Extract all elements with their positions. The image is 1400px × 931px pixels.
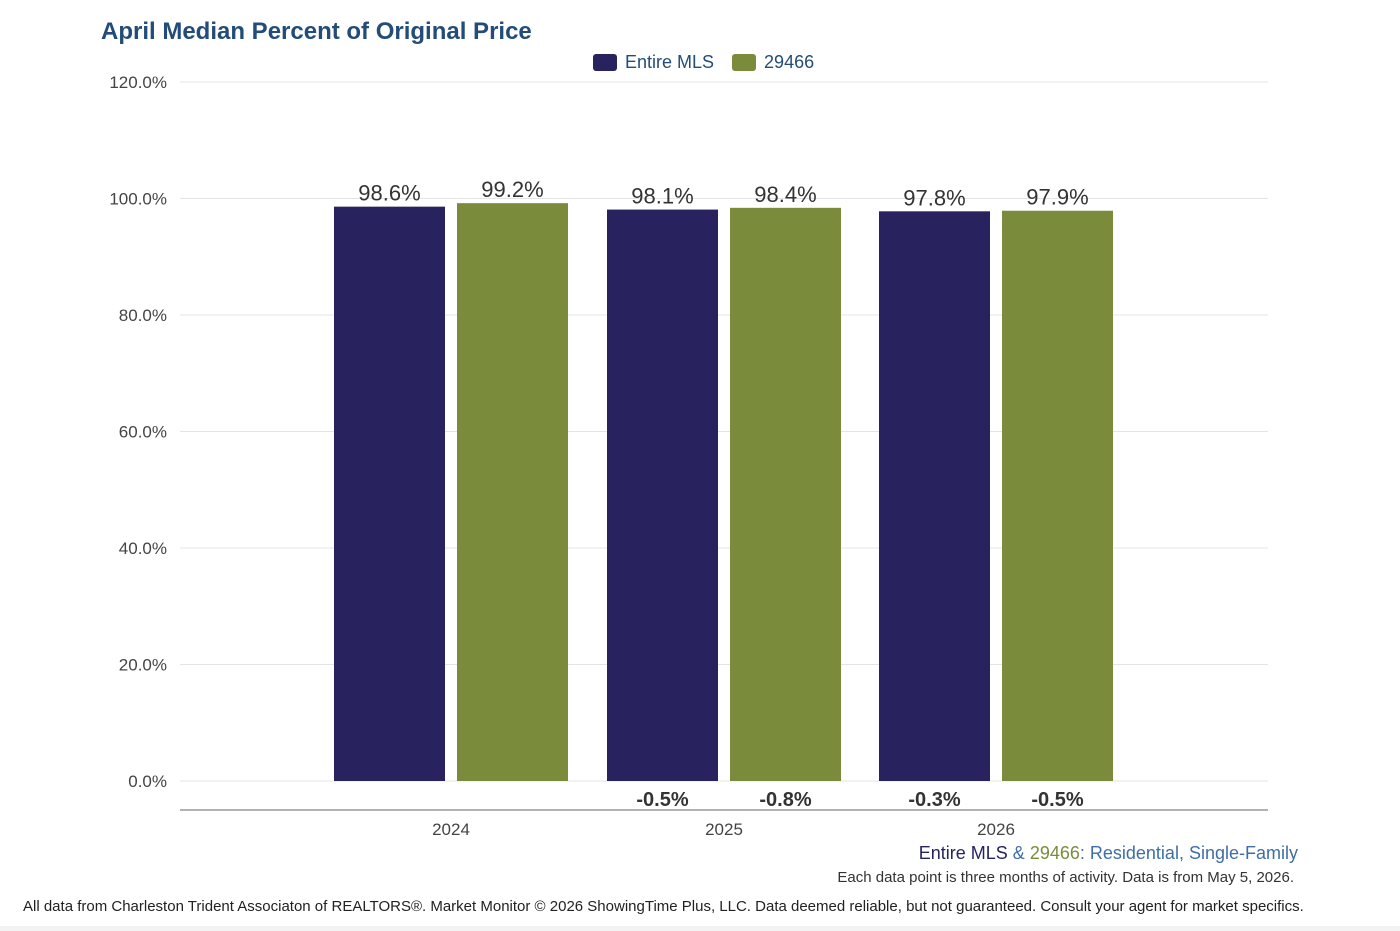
bar-29466-2024[interactable]	[457, 203, 568, 781]
value-label-entire-mls-2025: 98.1%	[631, 184, 693, 209]
footer-disclaimer: All data from Charleston Trident Associa…	[23, 898, 1304, 915]
x-tick-label-2025: 2025	[705, 820, 743, 839]
y-tick-label-6: 120.0%	[109, 73, 167, 92]
change-label-29466-2026: -0.5%	[1031, 789, 1083, 811]
value-label-29466-2025: 98.4%	[754, 182, 816, 207]
x-tick-label-2024: 2024	[432, 820, 470, 839]
legend-swatch-29466	[732, 54, 757, 71]
subtitle-ampersand: &	[1007, 843, 1030, 863]
bottom-strip	[0, 926, 1400, 931]
legend-label-entire-mls: Entire MLS	[625, 52, 715, 72]
change-label-entire-mls-2026: -0.3%	[908, 789, 960, 811]
bar-entire-mls-2025[interactable]	[607, 209, 718, 781]
bar-entire-mls-2024[interactable]	[334, 206, 445, 781]
y-tick-label-4: 80.0%	[119, 306, 167, 325]
chart-subtitle: Entire MLS & 29466: Residential, Single-…	[919, 843, 1298, 864]
y-tick-label-3: 60.0%	[119, 423, 167, 442]
legend-label-29466: 29466	[764, 52, 815, 72]
y-tick-label-5: 100.0%	[109, 190, 167, 209]
value-label-29466-2026: 97.9%	[1026, 185, 1088, 210]
subtitle-single-family-link[interactable]: Single-Family	[1188, 843, 1298, 863]
subtitle-area-entire-mls: Entire MLS	[918, 843, 1008, 863]
bar-entire-mls-2026[interactable]	[879, 211, 990, 781]
subtitle-area-29466: 29466	[1029, 843, 1080, 863]
legend-swatch-entire-mls	[593, 54, 617, 71]
value-label-29466-2024: 99.2%	[481, 177, 543, 202]
chart-title: April Median Percent of Original Price	[101, 18, 532, 45]
change-label-entire-mls-2025: -0.5%	[636, 789, 688, 811]
data-note: Each data point is three months of activ…	[837, 869, 1294, 886]
y-tick-label-2: 40.0%	[119, 539, 167, 558]
subtitle-comma: ,	[1178, 843, 1189, 863]
subtitle-residential-link[interactable]: Residential	[1089, 843, 1179, 863]
bar-29466-2025[interactable]	[730, 207, 841, 781]
value-label-entire-mls-2024: 98.6%	[358, 181, 420, 206]
x-tick-label-2026: 2026	[977, 820, 1015, 839]
value-label-entire-mls-2026: 97.8%	[903, 185, 965, 210]
legend-item-entire-mls[interactable]: Entire MLS	[593, 52, 714, 73]
subtitle-colon: :	[1079, 843, 1090, 863]
bar-29466-2026[interactable]	[1002, 210, 1113, 782]
legend-item-29466[interactable]: 29466	[732, 52, 814, 73]
y-tick-label-0: 0.0%	[128, 772, 167, 791]
change-label-29466-2025: -0.8%	[759, 789, 811, 811]
y-tick-label-1: 20.0%	[119, 656, 167, 675]
legend: Entire MLS 29466	[593, 52, 832, 73]
